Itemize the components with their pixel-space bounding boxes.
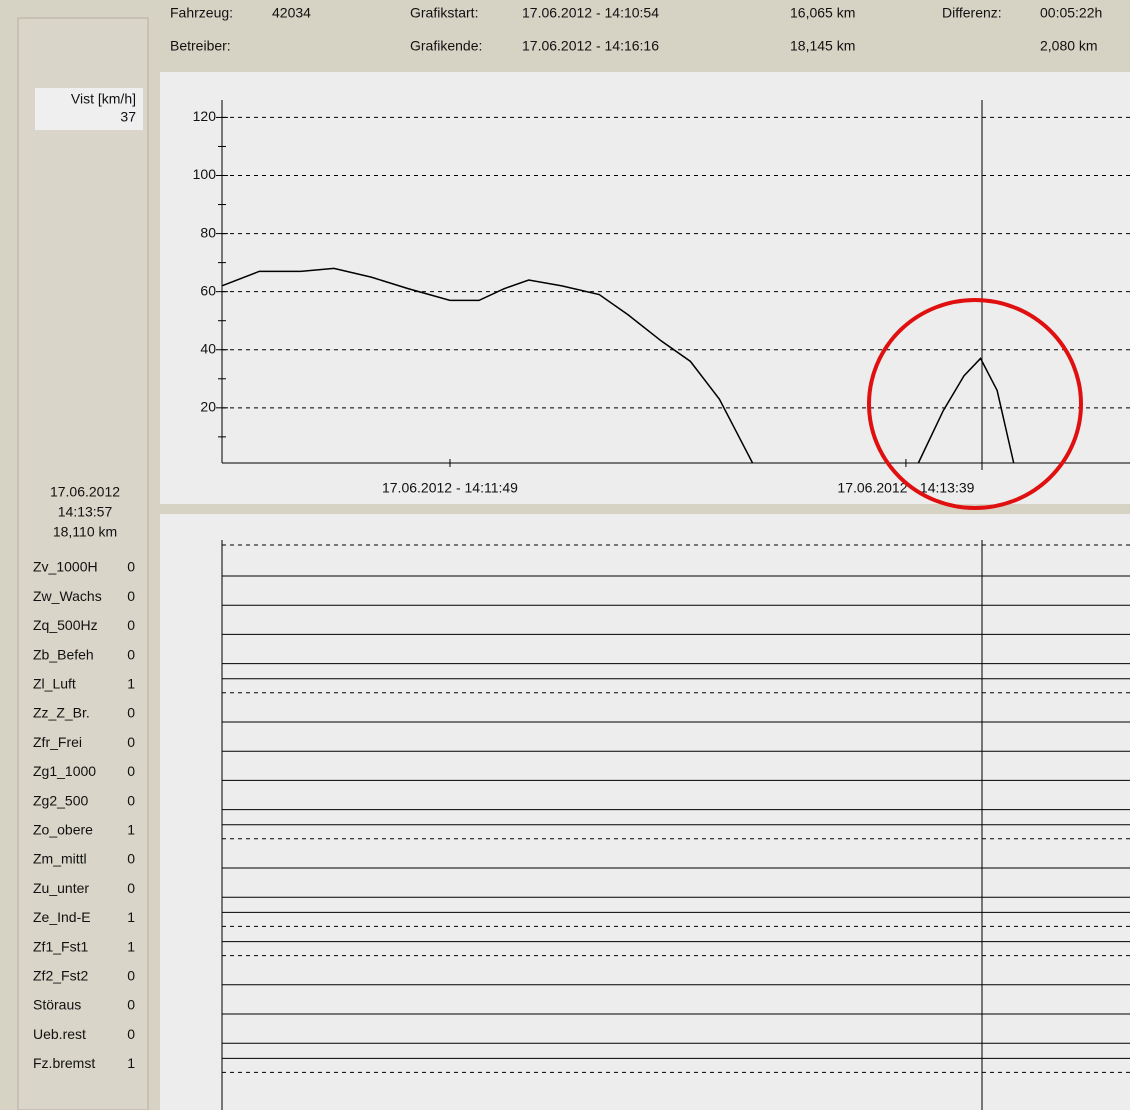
signal-value: 1: [127, 1055, 135, 1071]
header-value: 17.06.2012 - 14:10:54: [522, 5, 659, 21]
signal-value: 0: [127, 763, 135, 779]
speed-panel: [160, 72, 1130, 504]
signal-value: 0: [127, 734, 135, 750]
header-value: 00:05:22h: [1040, 5, 1102, 21]
signal-name: Zl_Luft: [33, 676, 76, 692]
signal-value: 0: [127, 997, 135, 1013]
signal-name: Zfr_Frei: [33, 734, 82, 750]
y-tick-label: 40: [200, 340, 216, 356]
y-tick-label: 100: [193, 166, 217, 182]
y-tick-label: 120: [193, 108, 217, 124]
signal-name: Fz.bremst: [33, 1055, 95, 1071]
highlight-circle: [867, 298, 1083, 510]
header-value: 16,065 km: [790, 5, 855, 21]
y-tick-label: 20: [200, 399, 216, 415]
signal-name: Zg2_500: [33, 792, 88, 808]
header-label: Grafikstart:: [410, 5, 478, 21]
header-label: Differenz:: [942, 5, 1002, 21]
signal-name: Zm_mittl: [33, 851, 87, 867]
signal-value: 1: [127, 822, 135, 838]
signal-value: 0: [127, 792, 135, 808]
header-value: 2,080 km: [1040, 38, 1098, 54]
speed-line: [221, 267, 1015, 464]
cursor-km: 18,110 km: [53, 524, 117, 540]
signal-name: Zz_Z_Br.: [33, 705, 90, 721]
signal-value: 0: [127, 851, 135, 867]
signal-name: Zf1_Fst1: [33, 938, 88, 954]
signal-panel: [160, 514, 1130, 1110]
signal-value: 1: [127, 909, 135, 925]
cursor-time: 14:13:57: [58, 504, 113, 520]
y-tick-label: 80: [200, 224, 216, 240]
header-value: 42034: [272, 5, 311, 21]
readout-label: Vist [km/h]: [71, 91, 136, 107]
signal-value: 0: [127, 588, 135, 604]
cursor-date: 17.06.2012: [50, 484, 120, 500]
signal-value: 1: [127, 938, 135, 954]
signal-value: 1: [127, 676, 135, 692]
signal-value: 0: [127, 617, 135, 633]
y-tick-label: 60: [200, 282, 216, 298]
header-value: 17.06.2012 - 14:16:16: [522, 38, 659, 54]
signal-value: 0: [127, 705, 135, 721]
signal-name: Zg1_1000: [33, 763, 96, 779]
header-value: 18,145 km: [790, 38, 855, 54]
signal-name: Zo_obere: [33, 822, 93, 838]
signal-value: 0: [127, 1026, 135, 1042]
x-tick-label: 17.06.2012 - 14:13:39: [837, 480, 974, 496]
signal-name: Zf2_Fst2: [33, 968, 88, 984]
signal-name: Zq_500Hz: [33, 617, 98, 633]
signal-value: 0: [127, 880, 135, 896]
header-label: Fahrzeug:: [170, 5, 233, 21]
header-label: Betreiber:: [170, 38, 231, 54]
signal-value: 0: [127, 968, 135, 984]
signal-name: Ueb.rest: [33, 1026, 86, 1042]
left-panel: [17, 17, 149, 1110]
readout-box: [35, 88, 143, 130]
signal-name: Zv_1000H: [33, 559, 98, 575]
x-tick-label: 17.06.2012 - 14:11:49: [382, 480, 518, 496]
signal-value: 0: [127, 559, 135, 575]
signal-name: Zu_unter: [33, 880, 89, 896]
signal-name: Ze_Ind-E: [33, 909, 91, 925]
signal-name: Zb_Befeh: [33, 646, 94, 662]
signal-name: Zw_Wachs: [33, 588, 102, 604]
signal-name: Störaus: [33, 997, 81, 1013]
signal-value: 0: [127, 646, 135, 662]
header-label: Grafikende:: [410, 38, 482, 54]
readout-value: 37: [120, 109, 136, 125]
